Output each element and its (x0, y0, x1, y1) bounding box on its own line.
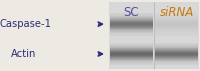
Bar (110, 53, 153, 54)
Bar (110, 46, 153, 47)
Bar (155, 32, 198, 33)
Bar (110, 28, 153, 29)
Bar (155, 54, 198, 55)
Bar (155, 46, 198, 47)
Bar (155, 43, 198, 44)
Bar (110, 35, 153, 36)
Bar (155, 26, 198, 27)
Bar (155, 20, 198, 21)
Bar (110, 63, 153, 64)
Bar (155, 28, 198, 29)
Bar (155, 23, 198, 24)
Bar (110, 62, 153, 63)
Bar (155, 58, 198, 59)
Bar (110, 16, 153, 17)
Bar (110, 20, 153, 21)
Bar (155, 63, 198, 64)
Bar (155, 59, 198, 60)
Bar (110, 50, 153, 51)
Bar (110, 45, 153, 46)
Bar (110, 59, 153, 60)
Bar (155, 14, 198, 15)
Bar (110, 31, 153, 32)
Bar (110, 51, 153, 52)
Bar (155, 45, 198, 46)
Bar (155, 52, 198, 53)
Bar (110, 26, 153, 27)
Bar (110, 23, 153, 24)
Bar (155, 24, 198, 25)
Bar (155, 53, 198, 54)
Bar (110, 14, 153, 15)
Bar (155, 60, 198, 61)
Bar (155, 56, 198, 57)
Bar (155, 50, 198, 51)
Bar (110, 33, 153, 34)
Bar (110, 34, 153, 35)
Bar (110, 43, 153, 44)
Bar (155, 31, 198, 32)
Bar (155, 62, 198, 63)
Text: Caspase-1: Caspase-1 (0, 19, 52, 29)
Bar (110, 57, 153, 58)
Bar (155, 17, 198, 18)
Bar (110, 27, 153, 28)
Bar (155, 47, 198, 48)
Bar (110, 30, 153, 31)
Bar (155, 57, 198, 58)
Bar (155, 29, 198, 30)
Bar (110, 22, 153, 23)
Bar (110, 60, 153, 61)
Bar (110, 54, 153, 55)
Bar (110, 47, 153, 48)
Bar (155, 22, 198, 23)
Bar (110, 64, 153, 65)
Bar (110, 21, 153, 22)
Bar (155, 33, 198, 34)
Bar (155, 44, 198, 45)
Bar (155, 13, 198, 14)
Bar (155, 51, 198, 52)
Bar (155, 27, 198, 28)
Bar (110, 55, 153, 56)
Bar (155, 61, 198, 62)
Bar (110, 48, 153, 49)
Bar (155, 30, 198, 31)
Bar (110, 56, 153, 57)
Bar (110, 32, 153, 33)
Text: Actin: Actin (11, 49, 36, 59)
Bar (110, 58, 153, 59)
Bar (155, 19, 198, 20)
Bar (110, 15, 153, 16)
Bar (110, 61, 153, 62)
Bar (155, 21, 198, 22)
Bar (155, 55, 198, 56)
Bar (155, 18, 198, 19)
Bar (110, 19, 153, 20)
Text: SC: SC (124, 6, 139, 19)
Bar (155, 48, 198, 49)
Bar (155, 16, 198, 17)
Bar (110, 24, 153, 25)
Bar (110, 17, 153, 18)
Bar (110, 18, 153, 19)
Bar (110, 29, 153, 30)
Bar (110, 44, 153, 45)
Bar (155, 64, 198, 65)
Bar (155, 15, 198, 16)
Bar (110, 52, 153, 53)
Bar (155, 25, 198, 26)
Bar (155, 49, 198, 50)
Bar (110, 13, 153, 14)
Bar (110, 49, 153, 50)
Text: siRNA: siRNA (159, 6, 194, 19)
Bar (155, 35, 198, 36)
Bar (110, 25, 153, 26)
Bar (109, 2, 199, 69)
Bar (155, 34, 198, 35)
